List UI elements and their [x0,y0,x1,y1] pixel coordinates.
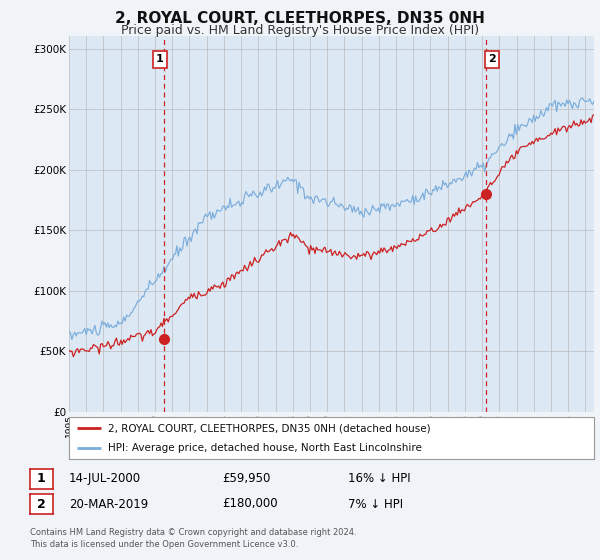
Text: £59,950: £59,950 [222,472,271,486]
Text: 2: 2 [488,54,496,64]
Text: 14-JUL-2000: 14-JUL-2000 [69,472,141,486]
Text: 7% ↓ HPI: 7% ↓ HPI [348,497,403,511]
Text: 16% ↓ HPI: 16% ↓ HPI [348,472,410,486]
Text: Contains HM Land Registry data © Crown copyright and database right 2024.
This d: Contains HM Land Registry data © Crown c… [30,528,356,549]
Text: 1: 1 [37,472,46,486]
Text: £180,000: £180,000 [222,497,278,511]
Text: Price paid vs. HM Land Registry's House Price Index (HPI): Price paid vs. HM Land Registry's House … [121,24,479,36]
Text: 2, ROYAL COURT, CLEETHORPES, DN35 0NH (detached house): 2, ROYAL COURT, CLEETHORPES, DN35 0NH (d… [109,423,431,433]
Text: 2, ROYAL COURT, CLEETHORPES, DN35 0NH: 2, ROYAL COURT, CLEETHORPES, DN35 0NH [115,11,485,26]
Text: HPI: Average price, detached house, North East Lincolnshire: HPI: Average price, detached house, Nort… [109,444,422,453]
Text: 20-MAR-2019: 20-MAR-2019 [69,497,148,511]
Text: 1: 1 [156,54,164,64]
Text: 2: 2 [37,497,46,511]
